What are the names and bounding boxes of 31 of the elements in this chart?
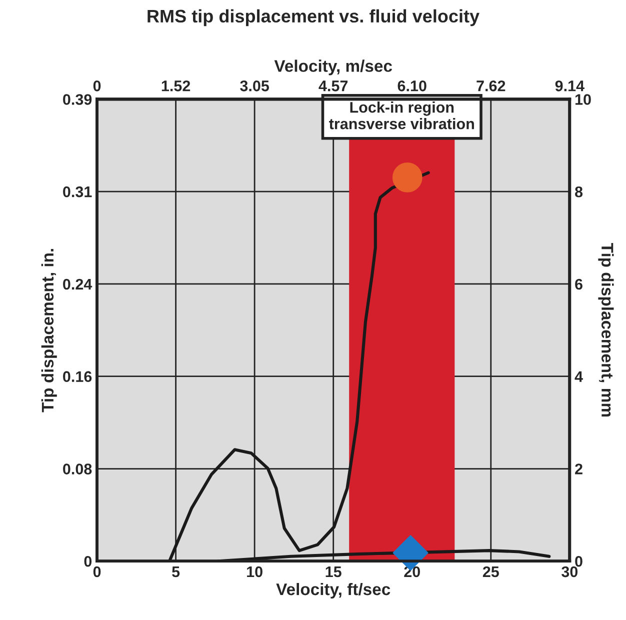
y2-tick-label: 6 — [575, 278, 582, 290]
x-axis-title: Velocity, ft/sec — [276, 582, 390, 599]
y2-axis-title: Tip displacement, mm — [598, 242, 614, 416]
y2-tick-label: 10 — [575, 94, 591, 105]
y-tick-label: 0 — [84, 556, 92, 567]
x-tick-label: 25 — [482, 566, 499, 578]
x2-tick-label: 4.57 — [318, 80, 348, 92]
x-tick-label: 0 — [93, 566, 101, 578]
y2-tick-label: 4 — [574, 371, 583, 382]
x2-tick-label: 9.14 — [555, 80, 584, 92]
band-label: Lock-in region transverse vibration — [329, 102, 474, 130]
y-tick-label: 0.16 — [63, 371, 92, 382]
y2-tick-label: 0 — [575, 556, 582, 567]
x-tick-label: 30 — [562, 566, 578, 578]
x2-tick-label: 7.62 — [476, 80, 506, 92]
chart-title: RMS tip displacement vs. fluid velocity — [148, 9, 480, 26]
x2-tick-label: 1.52 — [162, 80, 190, 92]
x-tick-label: 15 — [326, 566, 342, 578]
x-tick-label: 5 — [172, 566, 180, 578]
x2-tick-label: 6.10 — [398, 80, 426, 92]
y-tick-label: 0.24 — [63, 278, 92, 290]
y-tick-label: 0.39 — [63, 94, 92, 105]
y-axis-title: Tip displacement, in. — [41, 249, 57, 412]
y2-tick-label: 2 — [575, 464, 582, 474]
x2-tick-label: 3.05 — [240, 80, 270, 92]
x-tick-label: 10 — [247, 566, 262, 578]
x2-axis-title: Velocity, m/sec — [274, 60, 392, 76]
y-tick-label: 0.08 — [63, 464, 92, 474]
y2-tick-label: 8 — [575, 186, 583, 198]
y-tick-label: 0.31 — [63, 186, 92, 198]
x2-tick-label: 0 — [93, 80, 101, 92]
